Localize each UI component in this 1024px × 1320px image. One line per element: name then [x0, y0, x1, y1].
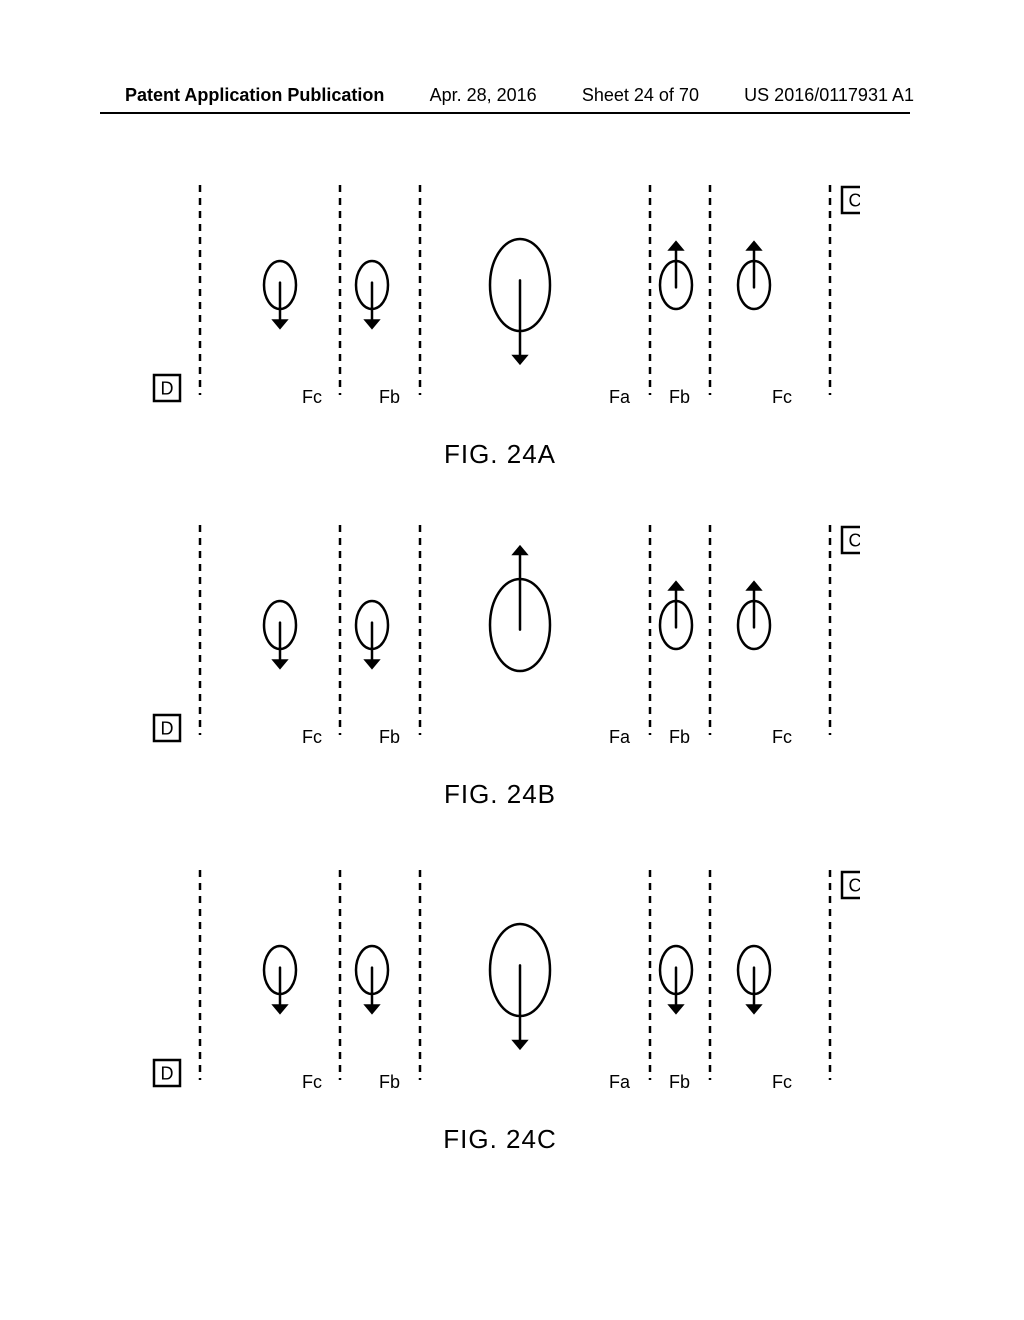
lane-label: Fc	[772, 1072, 792, 1092]
vehicle-arrow	[670, 242, 682, 287]
header-left: Patent Application Publication	[125, 85, 384, 106]
vehicle-arrow	[274, 623, 286, 668]
header-date: Apr. 28, 2016	[430, 85, 537, 106]
vehicle-arrow	[670, 968, 682, 1013]
vehicle-arrow	[274, 283, 286, 328]
figure-block: Fc Fb Fa Fb Fc D C FIG. 24A	[140, 175, 860, 470]
vehicle-arrow	[366, 623, 378, 668]
lane-label: Fc	[302, 387, 322, 407]
figure-svg: Fc Fb Fa Fb Fc D C	[140, 860, 860, 1120]
lane-label: Fb	[379, 387, 400, 407]
direction-label-c: C	[849, 876, 861, 896]
lane-label: Fa	[609, 727, 631, 747]
lane-label: Fa	[609, 387, 631, 407]
vehicle-arrow	[748, 968, 760, 1013]
lane-label: Fc	[772, 727, 792, 747]
vehicle-arrow	[366, 283, 378, 328]
lane-label: Fc	[302, 1072, 322, 1092]
direction-label-d: D	[161, 1064, 174, 1084]
vehicle-arrow	[514, 280, 526, 363]
lane-label: Fc	[772, 387, 792, 407]
vehicle-arrow	[748, 242, 760, 287]
figure-block: Fc Fb Fa Fb Fc D C FIG. 24B	[140, 515, 860, 810]
direction-label-d: D	[161, 379, 174, 399]
figure-caption: FIG. 24C	[140, 1124, 860, 1155]
lane-label: Fa	[609, 1072, 631, 1092]
vehicle-arrow	[514, 547, 526, 630]
figure-svg: Fc Fb Fa Fb Fc D C	[140, 515, 860, 775]
figure-caption: FIG. 24B	[140, 779, 860, 810]
vehicle-arrow	[670, 582, 682, 627]
vehicle-arrow	[366, 968, 378, 1013]
header-rule	[100, 112, 910, 114]
page-header: Patent Application Publication Apr. 28, …	[0, 85, 1024, 106]
lane-label: Fb	[669, 387, 690, 407]
vehicle-arrow	[514, 965, 526, 1048]
lane-label: Fb	[379, 1072, 400, 1092]
direction-label-c: C	[849, 531, 861, 551]
header-sheet: Sheet 24 of 70	[582, 85, 699, 106]
lane-label: Fb	[669, 727, 690, 747]
lane-label: Fb	[379, 727, 400, 747]
figure-caption: FIG. 24A	[140, 439, 860, 470]
vehicle-arrow	[748, 582, 760, 627]
direction-label-d: D	[161, 719, 174, 739]
page: Patent Application Publication Apr. 28, …	[0, 0, 1024, 1320]
header-pubno: US 2016/0117931 A1	[744, 85, 914, 106]
lane-label: Fc	[302, 727, 322, 747]
figure-svg: Fc Fb Fa Fb Fc D C	[140, 175, 860, 435]
lane-label: Fb	[669, 1072, 690, 1092]
direction-label-c: C	[849, 191, 861, 211]
vehicle-arrow	[274, 968, 286, 1013]
figure-block: Fc Fb Fa Fb Fc D C FIG. 24C	[140, 860, 860, 1155]
